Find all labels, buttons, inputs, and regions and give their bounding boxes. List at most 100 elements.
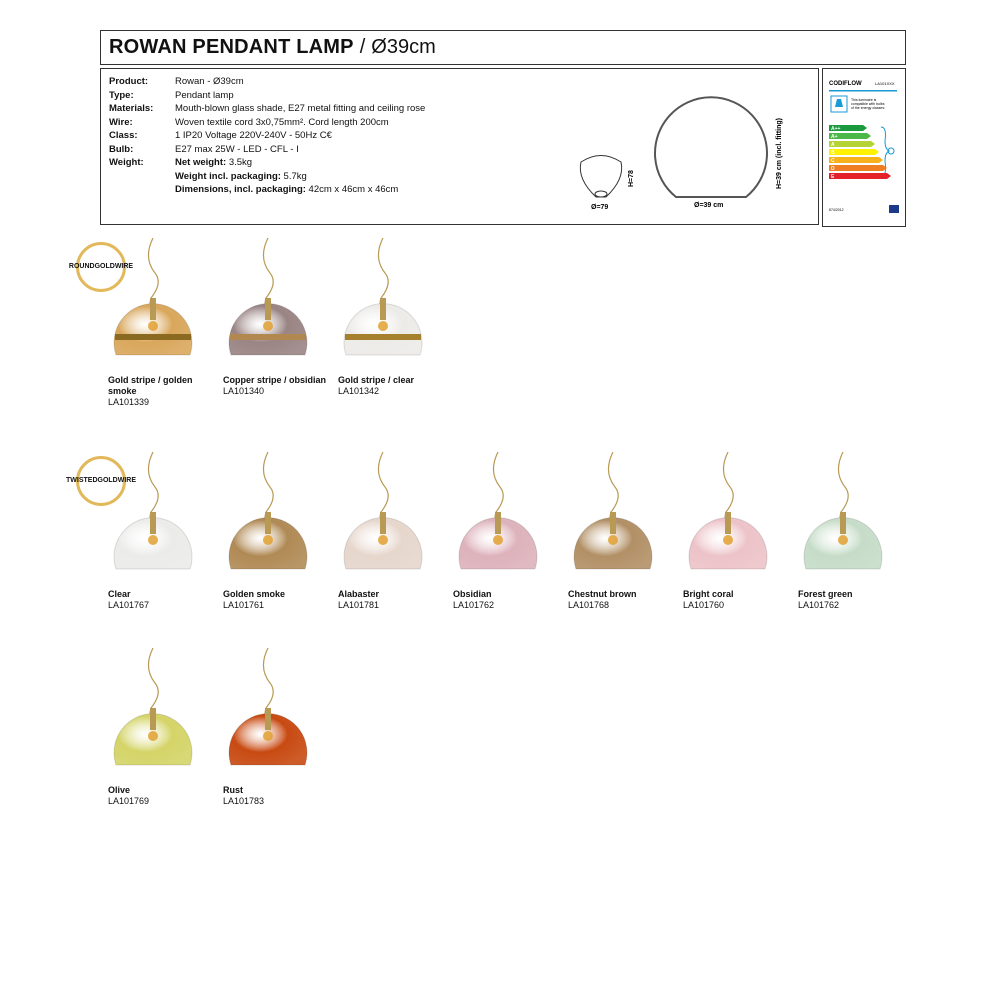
lamp-image	[113, 238, 193, 356]
energy-class-label: C	[831, 158, 835, 164]
badge-text: TWISTED	[66, 477, 98, 484]
product-item: Forest green LA101762	[798, 589, 908, 611]
dimension-drawing: Ø=79 H=78 Ø=39 cm H=39 cm (incl. fitting…	[579, 96, 783, 211]
spec-key: Type:	[109, 89, 134, 101]
badge-text: GOLD	[97, 477, 118, 484]
lamp-image	[228, 648, 308, 766]
lamp-image	[113, 452, 193, 570]
product-item: Obsidian LA101762	[453, 589, 563, 611]
product-code: LA101762	[453, 600, 495, 610]
product-code: LA101762	[798, 600, 840, 610]
lamp-image	[228, 238, 308, 356]
spec-key: Wire:	[109, 116, 133, 128]
product-name: Clear	[108, 589, 131, 599]
spec-value: Pendant lamp	[175, 89, 234, 102]
product-title: ROWAN PENDANT LAMP	[109, 36, 354, 58]
spec-key: Class:	[109, 130, 138, 141]
spec-value: Woven textile cord 3x0,75mm². Cord lengt…	[175, 116, 389, 129]
energy-class-bar	[829, 133, 871, 139]
product-item: Chestnut brown LA101768	[568, 589, 678, 611]
ceiling-rose-outline	[579, 155, 623, 198]
spec-value-label: Net weight:	[175, 157, 227, 168]
lamp-icon	[830, 95, 848, 113]
product-item: Gold stripe / clear LA101342	[338, 375, 448, 397]
spec-value-text: 42cm x 46cm x 46cm	[305, 184, 399, 195]
lamp-image	[228, 452, 308, 570]
svg-text:compatible with bulbs: compatible with bulbs	[851, 102, 885, 106]
title-bar: ROWAN PENDANT LAMP / Ø39cm	[100, 30, 906, 65]
svg-text:This luminaire is: This luminaire is	[851, 98, 877, 102]
product-code: LA101781	[338, 600, 380, 610]
spec-value: 1 IP20 Voltage 220V-240V - 50Hz C€	[175, 129, 332, 142]
lamp-image	[343, 452, 423, 570]
spec-value-text: 3.5kg	[226, 157, 253, 168]
product-item: Copper stripe / obsidian LA101340	[223, 375, 333, 397]
wire-type-badge: TWISTED GOLD WIRE	[66, 456, 136, 506]
energy-class-bar	[829, 125, 867, 131]
spec-value-text: Woven textile cord 3x0,75mm². Cord lengt…	[175, 116, 389, 128]
energy-model: LA101XXX	[875, 81, 895, 86]
energy-class-label: A	[831, 142, 835, 148]
spec-key: Product:	[109, 76, 149, 87]
energy-class-label: D	[831, 166, 835, 172]
product-name: Gold stripe / golden smoke	[108, 375, 193, 396]
svg-text:of the energy classes:: of the energy classes:	[851, 106, 885, 110]
lamp-image	[803, 452, 883, 570]
spec-value: Net weight: 3.5kg	[175, 156, 252, 169]
spec-value: E27 max 25W - LED - CFL - I	[175, 143, 299, 156]
energy-brand: CODIFLOW	[829, 81, 862, 87]
energy-class-bar	[829, 157, 883, 163]
spec-key: Bulb:	[109, 143, 134, 155]
product-item: Gold stripe / golden smoke LA101339	[108, 375, 218, 408]
spec-value: Rowan - Ø39cm	[175, 75, 244, 88]
spec-value: Dimensions, incl. packaging: 42cm x 46cm…	[175, 183, 398, 196]
badge-text: WIRE	[114, 263, 134, 270]
spec-value-label: Weight incl. packaging:	[175, 170, 281, 182]
shade-diameter-label: Ø=39 cm	[694, 202, 723, 209]
shade-outline	[654, 96, 768, 198]
spec-key: Materials:	[109, 103, 154, 114]
product-code: LA101342	[338, 386, 380, 396]
spec-value-text: Rowan - Ø39cm	[175, 76, 244, 87]
product-code: LA101769	[108, 796, 150, 806]
spec-value: Mouth-blown glass shade, E27 metal fitti…	[175, 102, 425, 115]
rose-diameter-label: Ø=79	[591, 204, 608, 211]
badge-text: ROUND	[68, 263, 95, 270]
spec-key: Weight:	[109, 157, 144, 168]
product-code: LA101339	[108, 397, 150, 407]
spec-value-text: E27 max 25W - LED - CFL - I	[175, 143, 299, 155]
title-separator: /	[359, 36, 366, 58]
product-code: LA101783	[223, 796, 265, 806]
product-name: Forest green	[798, 589, 853, 599]
energy-class-label: E	[831, 174, 835, 180]
wire-type-badge: ROUND GOLD WIRE	[69, 242, 133, 292]
product-name: Alabaster	[338, 589, 380, 599]
energy-class-label: B	[831, 150, 835, 156]
product-code: LA101761	[223, 600, 265, 610]
product-item: Golden smoke LA101761	[223, 589, 333, 611]
lamp-image	[343, 238, 423, 356]
product-name: Olive	[108, 785, 131, 795]
energy-class-bar	[829, 141, 875, 147]
product-code: LA101760	[683, 600, 725, 610]
spec-value-text: 5.7kg	[280, 170, 307, 182]
product-code: LA101768	[568, 600, 610, 610]
badge-text: GOLD	[94, 263, 115, 270]
product-item: Bright coral LA101760	[683, 589, 793, 611]
lamp-image	[113, 648, 193, 766]
spec-value-text: Pendant lamp	[175, 89, 234, 101]
lamp-image	[573, 452, 653, 570]
product-name: Rust	[223, 785, 243, 795]
product-item: Rust LA101783	[223, 785, 333, 807]
shade-height-label: H=39 cm (incl. fitting)	[776, 118, 783, 189]
spec-value-text: 1 IP20 Voltage 220V-240V - 50Hz C€	[175, 130, 332, 141]
energy-class-bar	[829, 165, 887, 171]
badge-text: WIRE	[117, 477, 137, 484]
product-item: Alabaster LA101781	[338, 589, 448, 611]
product-size: Ø39cm	[371, 36, 436, 58]
spec-value-text: Mouth-blown glass shade, E27 metal fitti…	[175, 103, 426, 114]
product-name: Gold stripe / clear	[338, 375, 415, 385]
product-name: Bright coral	[683, 589, 734, 599]
product-name: Obsidian	[453, 589, 492, 599]
